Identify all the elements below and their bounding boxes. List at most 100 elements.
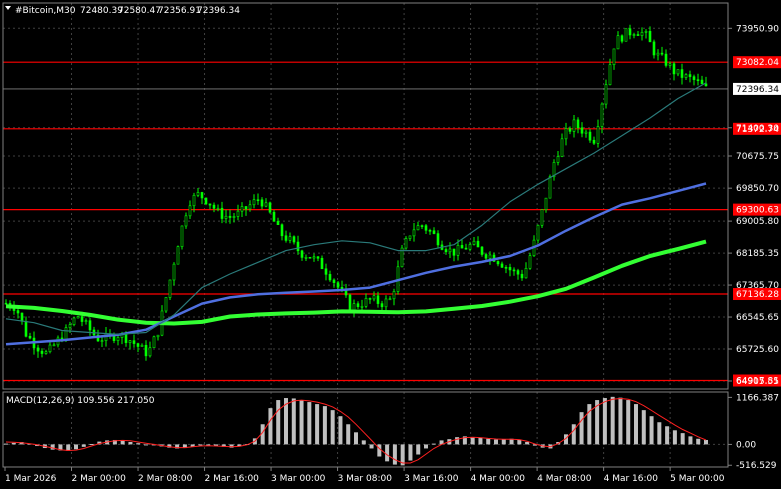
- candle-body: [668, 63, 672, 66]
- current-price-tag: [733, 82, 781, 95]
- candle-body: [636, 34, 640, 36]
- macd-histogram-bar: [11, 442, 16, 445]
- candle-body: [580, 127, 584, 134]
- candle-body: [40, 350, 44, 354]
- macd-histogram-bar: [688, 436, 693, 445]
- macd-histogram-bar: [649, 416, 654, 445]
- macd-histogram-bar: [221, 444, 226, 447]
- candle-body: [224, 215, 228, 219]
- candle-body: [28, 336, 32, 339]
- macd-histogram-bar: [322, 406, 327, 445]
- macd-histogram-bar: [74, 444, 78, 450]
- dropdown-triangle-icon[interactable]: [5, 6, 11, 10]
- candle-body: [360, 306, 364, 308]
- candle-body: [244, 206, 248, 210]
- macd-histogram-bar: [470, 437, 475, 445]
- macd-histogram-bar: [494, 439, 498, 445]
- candle-body: [324, 268, 328, 275]
- candle-body: [236, 210, 240, 217]
- candle-body: [560, 138, 564, 157]
- macd-histogram-bar: [439, 440, 444, 445]
- candle-body: [168, 279, 172, 298]
- macd-histogram-bar: [190, 444, 195, 447]
- candle-body: [392, 291, 396, 300]
- close-value: 72396.34: [197, 6, 240, 16]
- candle-body: [372, 295, 376, 300]
- candle-body: [388, 298, 392, 301]
- time-axis-label: 3 Mar 00:00: [271, 474, 326, 484]
- candle-body: [528, 255, 532, 269]
- macd-histogram-bar: [206, 444, 211, 446]
- current-price-label: 72396.34: [736, 85, 779, 95]
- candle-body: [656, 52, 660, 56]
- candle-body: [288, 236, 292, 241]
- candle-body: [332, 279, 336, 283]
- macd-histogram-bar: [4, 443, 8, 445]
- candle-body: [448, 248, 452, 253]
- time-axis-label: 5 Mar 00:00: [670, 474, 725, 484]
- candle-body: [616, 35, 620, 50]
- macd-histogram-bar: [532, 444, 537, 446]
- candle-body: [220, 207, 224, 219]
- moving-averages: [5, 82, 707, 346]
- candle-body: [156, 334, 160, 338]
- macd-histogram-bar: [136, 443, 141, 445]
- candle-body: [380, 303, 384, 308]
- macd-histogram-bar: [704, 439, 708, 445]
- candle-body: [192, 194, 196, 207]
- macd-histogram-bar: [462, 436, 467, 445]
- ma-line-slow: [5, 239, 707, 326]
- candle-body: [632, 34, 636, 36]
- macd-histogram-bar: [509, 438, 514, 445]
- candle-body: [420, 225, 424, 227]
- candle-body: [576, 119, 580, 129]
- time-axis-label: 4 Mar 08:00: [537, 474, 592, 484]
- candle-body: [444, 249, 448, 253]
- candle-body: [20, 312, 24, 322]
- candle-body: [292, 236, 296, 243]
- candle-body: [640, 32, 644, 36]
- candle-body: [664, 53, 668, 66]
- macd-histogram-bar: [602, 398, 607, 445]
- candle-body: [512, 269, 516, 272]
- macd-histogram-bar: [478, 437, 483, 445]
- candle-body: [196, 192, 200, 196]
- candle-body: [692, 76, 696, 80]
- candle-body: [136, 343, 140, 347]
- macd-histogram-bar: [377, 444, 382, 457]
- macd-histogram-bar: [66, 444, 71, 451]
- candle-body: [508, 267, 512, 271]
- macd-histogram-bar: [571, 424, 576, 445]
- macd-histogram-bar: [81, 444, 86, 447]
- candle-body: [72, 317, 76, 325]
- candle-body: [296, 241, 300, 252]
- macd-histogram-bar: [112, 439, 117, 445]
- candle-body: [264, 202, 268, 207]
- candle-body: [480, 246, 484, 255]
- candle-body: [680, 69, 684, 78]
- macd-histogram-bar: [618, 397, 623, 445]
- macd-histogram-bar: [657, 422, 662, 445]
- macd-histogram-bar: [338, 416, 343, 445]
- macd-histogram-bar: [431, 443, 436, 445]
- candle-body: [152, 336, 156, 349]
- macd-histogram-bar: [525, 442, 530, 445]
- candle-body: [280, 224, 284, 237]
- candle-body: [144, 344, 148, 357]
- candle-body: [276, 221, 280, 226]
- ma-line-fast: [5, 82, 707, 335]
- candle-body: [476, 240, 480, 248]
- price-axis-label: 66545.65: [736, 313, 779, 323]
- candle-body: [172, 263, 176, 281]
- price-axis-label: 68185.35: [736, 249, 779, 259]
- candle-body: [180, 225, 184, 247]
- candle-body: [336, 282, 340, 288]
- macd-histogram-bar: [587, 404, 592, 445]
- price-axis-label: 64905.55: [736, 377, 779, 387]
- macd-histogram-bar: [299, 400, 304, 445]
- candle-body: [696, 79, 700, 81]
- candle-body: [608, 64, 612, 86]
- macd-histogram-bar: [307, 402, 312, 445]
